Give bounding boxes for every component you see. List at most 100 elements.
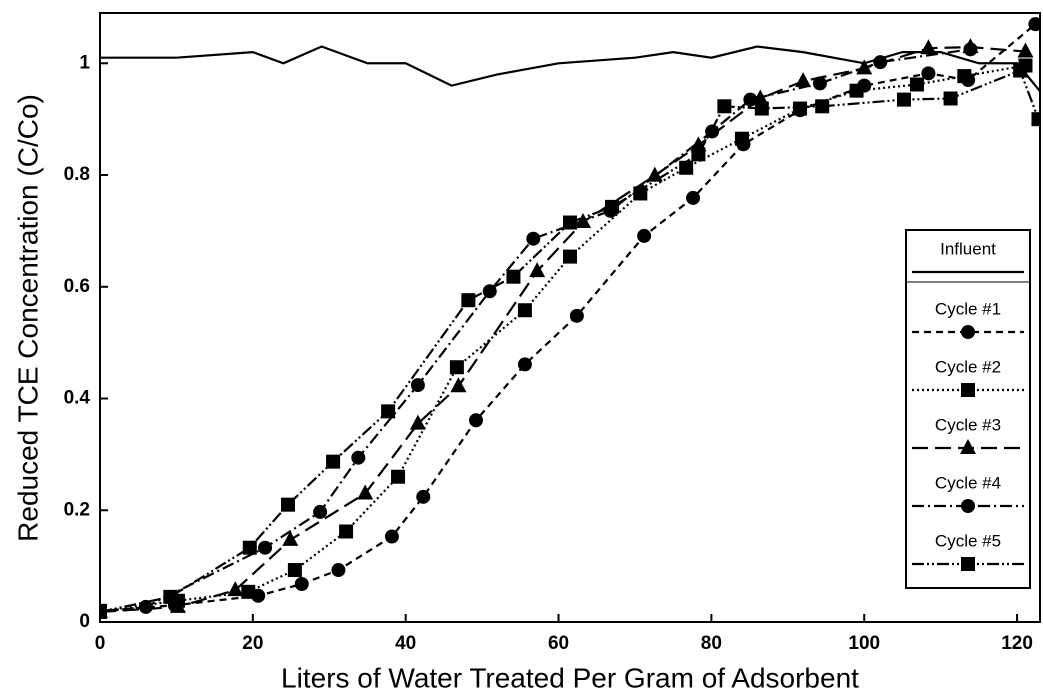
marker bbox=[686, 190, 701, 205]
y-tick-label: 0 bbox=[79, 611, 90, 632]
marker bbox=[391, 469, 406, 484]
marker bbox=[529, 262, 546, 278]
x-tick-label: 100 bbox=[848, 633, 880, 654]
legend-marker bbox=[961, 383, 975, 397]
marker bbox=[282, 530, 299, 546]
y-tick-label: 0.6 bbox=[64, 276, 90, 297]
marker bbox=[705, 124, 720, 139]
marker bbox=[258, 540, 273, 555]
marker bbox=[793, 101, 808, 116]
legend-label: Cycle #1 bbox=[935, 299, 1001, 318]
legend-marker bbox=[961, 557, 975, 571]
marker bbox=[163, 589, 178, 604]
y-tick-label: 0.8 bbox=[64, 164, 90, 185]
marker bbox=[169, 597, 186, 613]
marker bbox=[646, 166, 663, 182]
series-line bbox=[100, 64, 1026, 612]
marker bbox=[227, 581, 244, 597]
marker bbox=[909, 77, 924, 92]
marker bbox=[812, 76, 827, 91]
marker bbox=[526, 231, 541, 246]
marker bbox=[281, 497, 295, 512]
marker bbox=[943, 91, 958, 106]
x-tick-label: 20 bbox=[242, 633, 263, 654]
marker bbox=[294, 577, 309, 592]
y-axis-label: Reduced TCE Concentration (C/Co) bbox=[12, 94, 43, 542]
x-tick-label: 40 bbox=[395, 633, 416, 654]
marker bbox=[287, 563, 302, 578]
y-tick-label: 0.2 bbox=[64, 499, 90, 520]
x-tick-label: 0 bbox=[95, 633, 106, 654]
legend-label: Cycle #5 bbox=[935, 531, 1001, 550]
marker bbox=[450, 377, 467, 393]
legend-label: Influent bbox=[940, 239, 996, 258]
series-line bbox=[100, 23, 1037, 612]
marker bbox=[381, 404, 396, 419]
marker bbox=[384, 529, 399, 544]
marker bbox=[482, 284, 497, 299]
legend-label: Cycle #3 bbox=[935, 415, 1001, 434]
marker bbox=[849, 83, 864, 98]
marker bbox=[743, 92, 758, 107]
marker bbox=[461, 293, 476, 308]
marker bbox=[563, 215, 577, 230]
marker bbox=[920, 39, 937, 55]
marker bbox=[517, 303, 532, 318]
marker bbox=[957, 69, 972, 84]
marker bbox=[313, 504, 328, 519]
marker bbox=[691, 147, 706, 162]
marker bbox=[506, 269, 521, 284]
x-tick-label: 120 bbox=[1001, 633, 1033, 654]
marker bbox=[637, 228, 652, 243]
series-line bbox=[100, 69, 1040, 614]
legend-label: Cycle #4 bbox=[935, 473, 1001, 492]
marker bbox=[754, 101, 769, 116]
marker bbox=[873, 55, 888, 70]
marker bbox=[569, 308, 584, 323]
marker bbox=[100, 604, 107, 619]
marker bbox=[1028, 17, 1040, 32]
marker bbox=[326, 454, 341, 469]
y-tick-label: 0.4 bbox=[64, 388, 91, 409]
marker bbox=[815, 99, 830, 114]
marker bbox=[517, 357, 532, 372]
marker bbox=[339, 524, 354, 539]
marker bbox=[963, 42, 978, 57]
x-tick-label: 80 bbox=[701, 633, 722, 654]
marker bbox=[242, 540, 257, 555]
series-line bbox=[100, 45, 1040, 92]
marker bbox=[469, 413, 483, 428]
y-tick-label: 1 bbox=[79, 52, 90, 73]
marker bbox=[921, 66, 936, 81]
series-line bbox=[100, 45, 1026, 614]
legend-marker bbox=[961, 325, 975, 339]
marker bbox=[1017, 42, 1034, 58]
legend-marker bbox=[960, 439, 976, 454]
plot-area bbox=[100, 17, 1040, 619]
marker bbox=[605, 199, 620, 214]
marker bbox=[241, 584, 256, 599]
legend: Influent Cycle #1 Cycle #2 Cycle #3 Cycle #4… bbox=[905, 229, 1031, 589]
x-tick-label: 60 bbox=[548, 633, 569, 654]
marker bbox=[331, 563, 346, 578]
marker bbox=[795, 72, 812, 88]
marker bbox=[410, 378, 425, 393]
marker bbox=[409, 414, 426, 430]
marker bbox=[896, 92, 911, 107]
series-line bbox=[100, 48, 971, 614]
marker bbox=[563, 249, 577, 264]
legend-box bbox=[905, 229, 1031, 589]
marker bbox=[357, 484, 374, 500]
marker bbox=[717, 99, 732, 114]
marker bbox=[351, 450, 366, 465]
marker bbox=[1031, 112, 1040, 127]
plot-frame bbox=[99, 12, 1041, 623]
legend-label: Cycle #2 bbox=[935, 357, 1001, 376]
marker bbox=[138, 599, 153, 614]
x-axis-label: Liters of Water Treated Per Gram of Adso… bbox=[281, 662, 859, 693]
marker bbox=[416, 489, 431, 504]
marker bbox=[449, 360, 464, 375]
marker bbox=[1013, 63, 1028, 78]
marker bbox=[734, 131, 749, 146]
